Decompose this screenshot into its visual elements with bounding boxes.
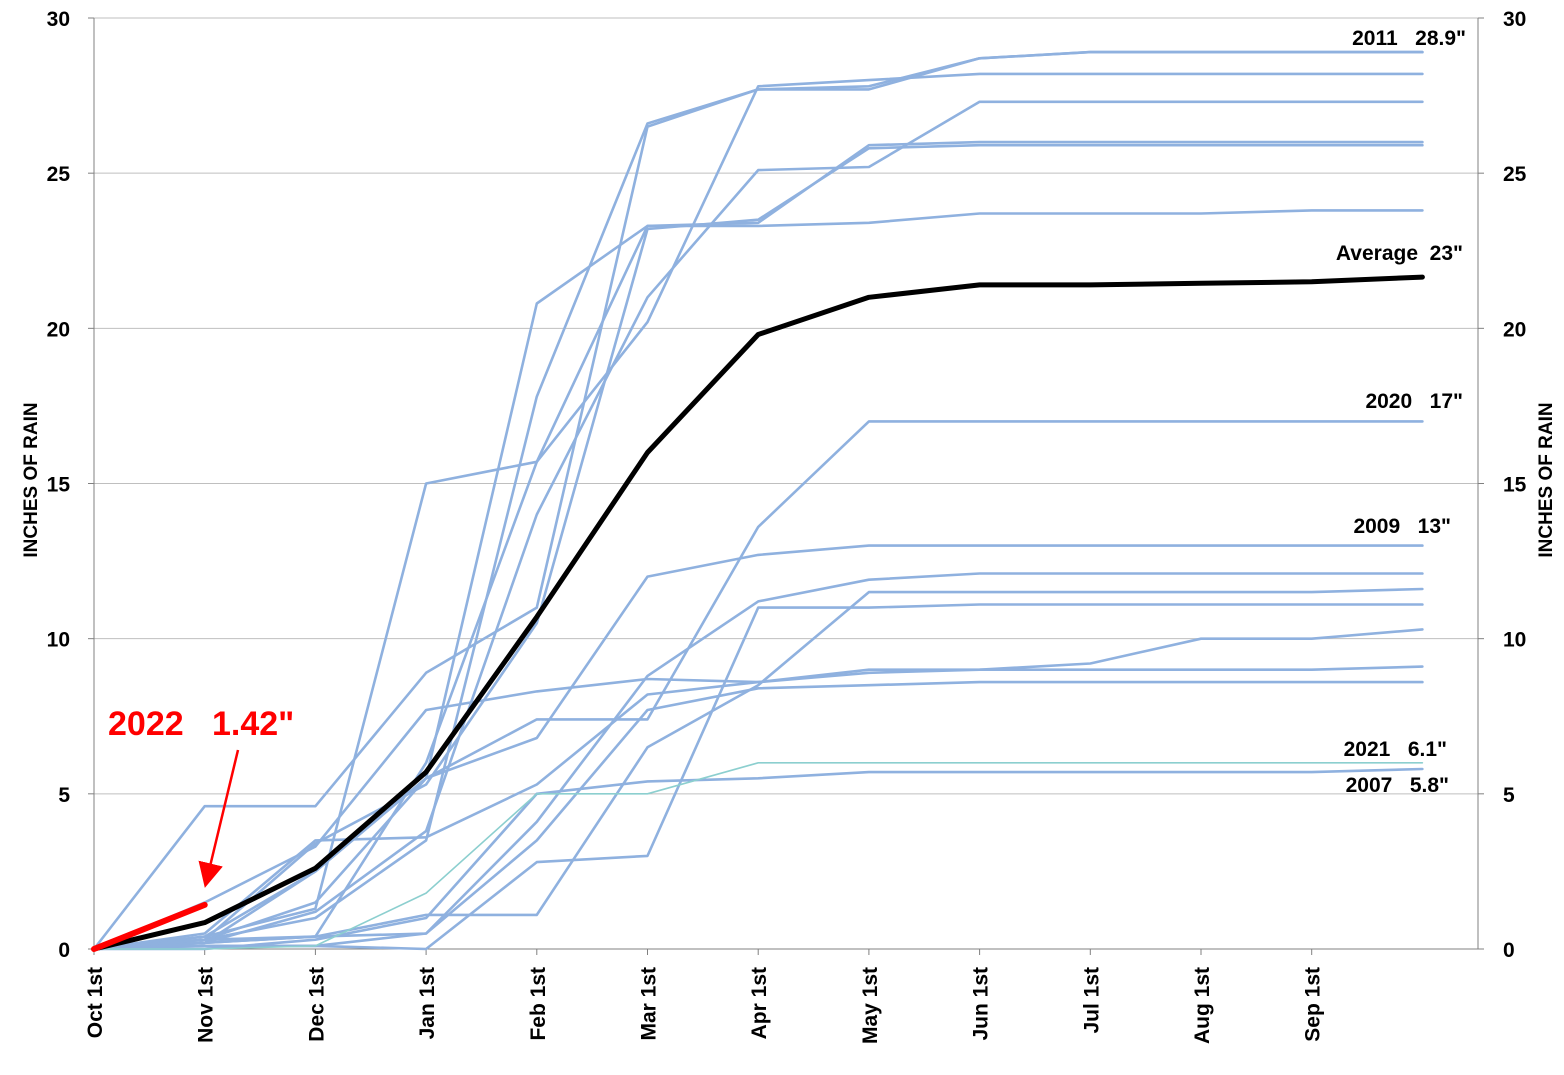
series-line-year-11: [92, 587, 1424, 951]
y-tick-left-30: 30: [47, 8, 70, 31]
series-line-2007: [92, 767, 1424, 951]
series-line-year-9: [92, 572, 1424, 951]
series-line-year-14: [92, 665, 1424, 951]
series-line-year-12: [92, 628, 1424, 951]
y-tick-right-15: 15: [1503, 474, 1527, 497]
series-line-year-10: [92, 603, 1424, 951]
series-line-year-1: [92, 209, 1424, 951]
y-tick-right-30: 30: [1503, 8, 1526, 31]
x-tick-9: Jul 1st: [1080, 967, 1103, 1034]
x-tick-1: Nov 1st: [195, 967, 218, 1043]
y-tick-left-25: 25: [47, 163, 71, 186]
y-tick-left-5: 5: [58, 784, 70, 807]
x-tick-0: Oct 1st: [84, 967, 107, 1038]
series-line-average: [91, 274, 1425, 952]
y-tick-right-25: 25: [1503, 163, 1527, 186]
series-lines: [91, 50, 1425, 952]
y-tick-left-10: 10: [47, 629, 70, 652]
series-line-year-5: [92, 100, 1424, 951]
label-2021: 2021 6.1": [1344, 738, 1447, 761]
series-line-year-4: [92, 143, 1424, 951]
x-tick-4: Feb 1st: [527, 967, 550, 1041]
x-tick-labels: Oct 1st Nov 1st Dec 1st Jan 1st Feb 1st Mar 1…: [84, 949, 1325, 1044]
y-axis-title-right: INCHES OF RAIN: [1536, 402, 1557, 557]
y-tick-left-20: 20: [47, 318, 70, 341]
arrow-2022: [198, 749, 240, 888]
x-tick-6: Apr 1st: [748, 967, 771, 1039]
x-tick-2: Dec 1st: [305, 967, 328, 1042]
y-tick-right-10: 10: [1503, 629, 1526, 652]
x-tick-11: Sep 1st: [1302, 967, 1325, 1042]
series-line-2009: [92, 544, 1424, 951]
label-2009: 2009 13": [1353, 515, 1451, 538]
series-line-2021: [93, 761, 1424, 950]
series-line-year-13: [92, 50, 1424, 951]
series-line-year-6: [92, 140, 1424, 951]
y-tick-right-5: 5: [1503, 784, 1515, 807]
label-2022: 2022 1.42": [108, 705, 294, 743]
x-tick-3: Jan 1st: [416, 967, 439, 1039]
x-tick-7: May 1st: [859, 967, 882, 1044]
y-tick-left-15: 15: [47, 474, 71, 497]
x-tick-8: Jun 1st: [970, 967, 993, 1041]
label-2011: 2011 28.9": [1352, 27, 1466, 50]
left-y-tick-labels: 0 5 10 15 20 25 30: [47, 8, 71, 962]
label-2020: 2020 17": [1365, 390, 1463, 413]
x-tick-5: Mar 1st: [638, 967, 661, 1041]
axes: [93, 18, 1479, 950]
x-tick-10: Aug 1st: [1191, 967, 1214, 1044]
gridlines: [88, 17, 1484, 950]
right-y-tick-labels: 0 5 10 15 20 25 30: [1503, 8, 1527, 962]
y-tick-right-20: 20: [1503, 318, 1526, 341]
label-average: Average 23": [1336, 242, 1463, 265]
label-2007: 2007 5.8": [1346, 774, 1449, 797]
series-line-year-2: [92, 72, 1424, 951]
series-line-year-15: [92, 680, 1424, 951]
y-tick-left-0: 0: [58, 939, 70, 962]
series-line-year-3: [92, 50, 1424, 951]
y-tick-right-0: 0: [1503, 939, 1515, 962]
y-axis-title-left: INCHES OF RAIN: [21, 402, 42, 557]
series-line-2022: [91, 901, 208, 952]
